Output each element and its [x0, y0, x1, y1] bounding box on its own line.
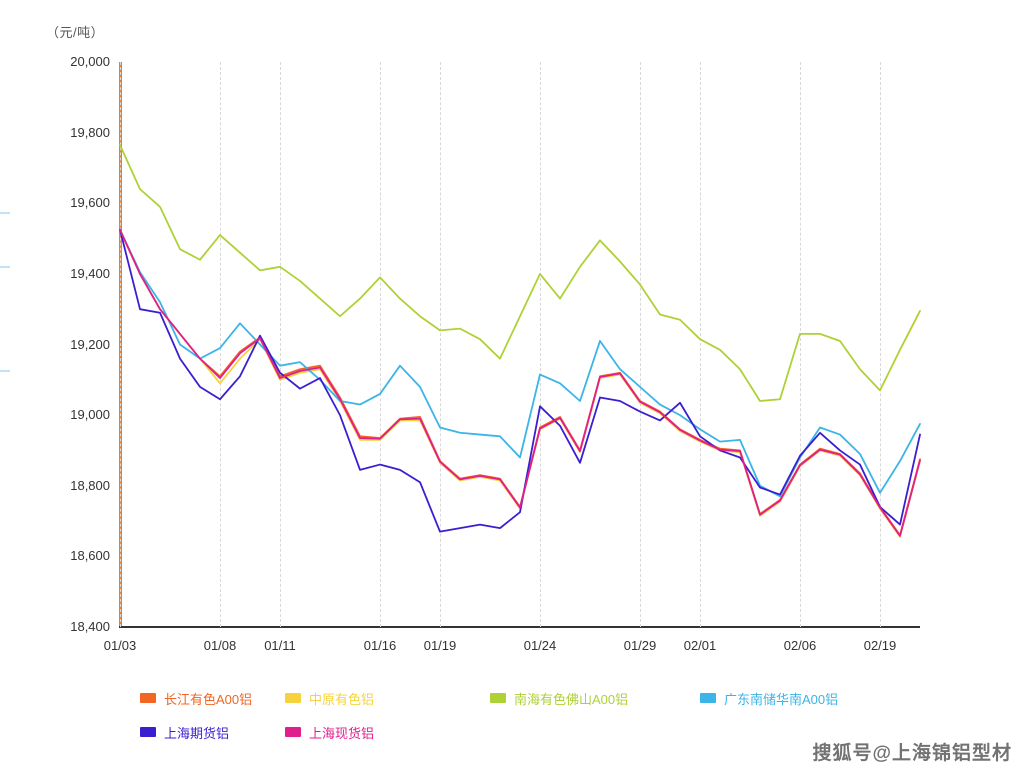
- legend-label: 广东南储华南A00铝: [724, 691, 839, 707]
- x-tick-label: 01/03: [103, 638, 137, 653]
- legend-item[interactable]: 广东南储华南A00铝: [700, 689, 838, 708]
- x-tick-label: 02/01: [683, 638, 717, 653]
- gridline: [640, 62, 642, 627]
- legend-item[interactable]: 上海期货铝: [140, 723, 229, 742]
- x-tick-label: 01/19: [423, 638, 457, 653]
- legend-swatch-icon: [140, 727, 156, 737]
- series-line: [119, 144, 921, 402]
- gridline: [800, 62, 802, 627]
- y-tick-label: 18,400: [70, 619, 110, 634]
- left-edge-mark-2: [0, 266, 10, 268]
- y-tick-label: 18,600: [70, 548, 110, 564]
- legend-swatch-icon: [700, 693, 716, 703]
- series-line: [119, 228, 921, 533]
- x-tick-label: 01/11: [264, 638, 296, 653]
- x-tick-label: 02/19: [863, 638, 897, 653]
- x-tick-label: 02/06: [783, 638, 817, 653]
- left-edge-mark-1: [0, 212, 10, 214]
- y-tick-label: 19,400: [70, 265, 110, 281]
- legend-label: 上海期货铝: [164, 725, 230, 741]
- y-tick-label: 20,000: [70, 54, 110, 69]
- gridline: [280, 62, 282, 627]
- legend-item[interactable]: 上海现货铝: [285, 723, 374, 742]
- gridline: [700, 62, 702, 627]
- y-tick-label: 19,600: [70, 195, 110, 211]
- y-axis-unit-label: （元/吨）: [46, 25, 105, 40]
- legend-swatch-icon: [285, 693, 301, 703]
- legend-swatch-icon: [140, 693, 156, 703]
- legend-label: 上海现货铝: [309, 725, 375, 741]
- series-line: [119, 228, 921, 538]
- y-tick-label: 19,200: [70, 336, 110, 352]
- left-edge-mark-3: [0, 370, 10, 372]
- legend-label: 中原有色铝: [309, 691, 375, 707]
- gridline: [380, 62, 382, 627]
- gridline: [880, 62, 882, 627]
- legend-swatch-icon: [285, 727, 301, 737]
- y-tick-label: 19,000: [70, 407, 110, 423]
- gridline: [440, 62, 442, 627]
- legend-label: 南海有色佛山A00铝: [514, 691, 629, 707]
- x-tick-label: 01/29: [623, 638, 657, 653]
- legend-item[interactable]: 长江有色A00铝: [140, 689, 252, 708]
- gridline: [120, 62, 122, 627]
- x-tick-label: 01/08: [203, 638, 237, 653]
- x-axis-line: [119, 626, 920, 628]
- y-tick-label: 18,800: [70, 477, 110, 493]
- chart-legend: 长江有色A00铝 中原有色铝 南海有色佛山A00铝 广东南储华南A00铝 上海期货铝 上海…: [140, 688, 900, 756]
- legend-item[interactable]: 南海有色佛山A00铝: [490, 689, 628, 708]
- legend-swatch-icon: [490, 693, 506, 703]
- legend-label: 长江有色A00铝: [164, 691, 253, 707]
- x-tick-label: 01/24: [523, 638, 557, 653]
- x-tick-label: 01/16: [363, 638, 397, 653]
- gridline: [540, 62, 542, 627]
- legend-row: 上海期货铝 上海现货铝: [140, 722, 900, 742]
- watermark: 搜狐号@上海锦铝型材: [812, 743, 1012, 764]
- legend-row: 长江有色A00铝 中原有色铝 南海有色佛山A00铝 广东南储华南A00铝: [140, 688, 900, 708]
- series-line: [119, 228, 921, 537]
- legend-item[interactable]: 中原有色铝: [285, 689, 374, 708]
- y-tick-label: 19,800: [70, 124, 110, 140]
- series-line: [119, 228, 921, 537]
- gridline: [220, 62, 222, 627]
